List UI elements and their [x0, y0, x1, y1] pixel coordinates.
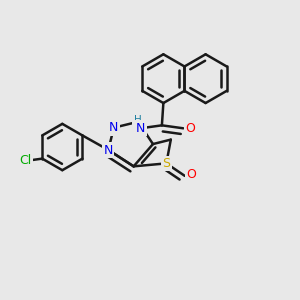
Text: O: O [186, 168, 196, 181]
Text: H: H [134, 115, 141, 125]
Text: N: N [136, 122, 145, 135]
Text: Cl: Cl [19, 154, 31, 166]
Text: S: S [162, 157, 170, 170]
Text: O: O [185, 122, 195, 135]
Text: N: N [104, 143, 113, 157]
Text: N: N [109, 121, 119, 134]
